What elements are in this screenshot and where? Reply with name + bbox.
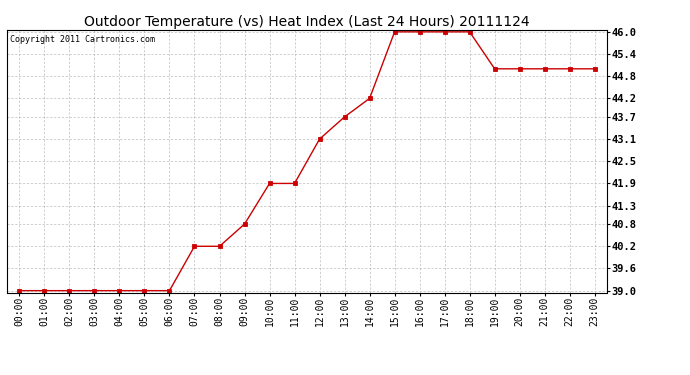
Text: Copyright 2011 Cartronics.com: Copyright 2011 Cartronics.com	[10, 35, 155, 44]
Title: Outdoor Temperature (vs) Heat Index (Last 24 Hours) 20111124: Outdoor Temperature (vs) Heat Index (Las…	[84, 15, 530, 29]
